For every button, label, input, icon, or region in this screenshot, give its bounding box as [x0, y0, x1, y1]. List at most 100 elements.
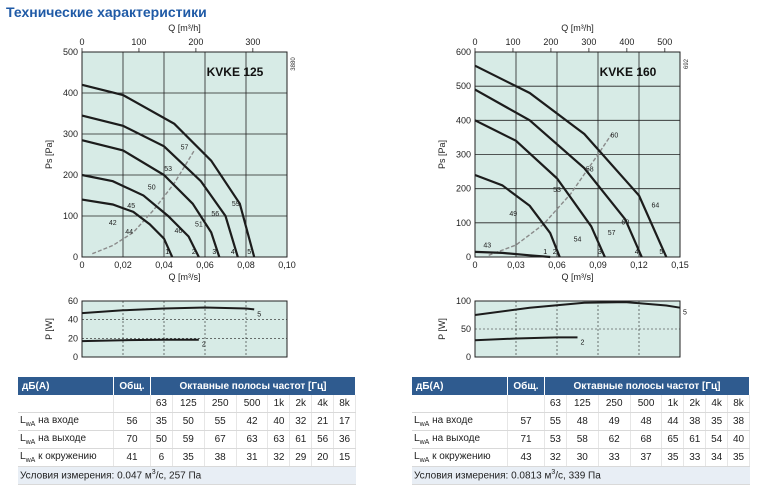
- chart-2-sound-level-label: 60: [611, 132, 619, 139]
- chart-2-power-plot-area: [474, 300, 681, 358]
- table-row-label: LwA на выходе: [412, 430, 508, 449]
- chart-2-y-tick-label: 200: [456, 184, 471, 194]
- table-empty-cell: [113, 395, 151, 413]
- chart-1-x-tick-label: 0: [79, 260, 84, 270]
- table-freq-header: 125: [566, 395, 599, 413]
- table-freq-header: 8k: [333, 395, 356, 413]
- table-cell: 33: [598, 448, 631, 467]
- table-cell: 55: [544, 412, 567, 431]
- chart-2-curve-end-label: 3: [598, 249, 602, 256]
- table-total-cell: 43: [507, 448, 545, 467]
- table-cell: 61: [289, 430, 313, 449]
- table-freq-header: 500: [630, 395, 663, 413]
- table-row-label: LwA к окружению: [18, 448, 114, 467]
- chart-2-top-tick-label: 300: [581, 37, 596, 47]
- chart-2-fan-curve-3: [474, 119, 606, 258]
- sound-table-kvke-125: дБ(A) Общ. Октавные полосы частот [Гц] 63 12…: [18, 377, 356, 485]
- table-empty-cell: [18, 395, 114, 413]
- chart-kvke-160: 0 0,03 0,06 0,09 0,12 0,150100200300400500600…: [437, 23, 690, 362]
- table-empty-cell: [507, 395, 545, 413]
- chart-2-top-tick-label: 200: [543, 37, 558, 47]
- chart-1-y-tick-label: 300: [63, 129, 78, 139]
- chart-2-x-tick-label: 0,06: [548, 260, 566, 270]
- chart-1-x-tick-label: 0,08: [237, 260, 255, 270]
- chart-1-plot-area: [81, 51, 288, 258]
- chart-2-power-curve-end-label: 5: [683, 310, 687, 317]
- chart-1-power-plot-area: [81, 300, 288, 358]
- chart-1-sound-level-label: 53: [164, 166, 172, 173]
- chart-2-x-axis-label: Q [m³/s]: [562, 272, 594, 282]
- chart-1-top-tick-label: 0: [79, 37, 84, 47]
- table-cell: 50: [172, 412, 205, 431]
- chart-1-system-curve: [92, 149, 196, 255]
- measurement-conditions: Условия измерения: 0.0813 м3/с, 339 Па: [412, 466, 750, 485]
- table-cell: 63: [267, 430, 291, 449]
- chart-2-power-y-axis-label: P [W]: [437, 318, 447, 340]
- table-cell: 21: [311, 412, 335, 431]
- table-cell: 48: [630, 412, 663, 431]
- chart-1-y-tick-label: 500: [63, 47, 78, 57]
- table-row: LwA на выходе 71 53 58 62 68 65 61 54 40: [412, 430, 750, 449]
- chart-1-top-axis-label: Q [m³/h]: [168, 23, 201, 33]
- chart-1-power-y-tick-label: 40: [68, 315, 78, 325]
- table-cell: 38: [727, 412, 750, 431]
- table-row-label: LwA на входе: [18, 412, 114, 431]
- table-cell: 56: [311, 430, 335, 449]
- chart-2-top-tick-label: 400: [619, 37, 634, 47]
- table-row-label: LwA на входе: [412, 412, 508, 431]
- chart-2-fan-curve-1: [474, 250, 551, 259]
- chart-2-y-axis-label: Ps [Pa]: [437, 140, 447, 169]
- chart-2-sound-level-label: 60: [621, 220, 629, 227]
- chart-2-sound-level-label: 43: [483, 242, 491, 249]
- table-cell: 29: [289, 448, 313, 467]
- chart-2-sound-level-label: 49: [509, 211, 517, 218]
- table-cell: 35: [705, 412, 729, 431]
- table-cell: 15: [333, 448, 356, 467]
- chart-1-y-tick-label: 200: [63, 170, 78, 180]
- chart-2-x-tick-label: 0,12: [630, 260, 648, 270]
- chart-2-top-axis-label: Q [m³/h]: [561, 23, 594, 33]
- table-cell: 48: [566, 412, 599, 431]
- chart-1-sound-level-label: 44: [125, 229, 133, 236]
- chart-1-chart-title: KVKE 125: [207, 65, 264, 79]
- chart-2-power-y-tick-label: 50: [461, 324, 471, 334]
- chart-1-x-tick-label: 0,04: [155, 260, 173, 270]
- chart-1-power-y-axis-label: P [W]: [44, 318, 54, 340]
- table-cell: 59: [172, 430, 205, 449]
- table-freq-header: 250: [598, 395, 631, 413]
- table-freq-header: 2k: [289, 395, 313, 413]
- table-cell: 49: [598, 412, 631, 431]
- chart-2-y-tick-label: 100: [456, 218, 471, 228]
- table-cell: 40: [727, 430, 750, 449]
- chart-1-power-curve-end-label: 5: [257, 311, 261, 318]
- chart-1-curve-end-label: 3: [212, 249, 216, 256]
- chart-2-x-tick-label: 0: [472, 260, 477, 270]
- table-cell: 42: [236, 412, 269, 431]
- table-total-cell: 57: [507, 412, 545, 431]
- chart-1-power-y-tick-label: 0: [73, 352, 78, 362]
- chart-2-power-y-tick-label: 0: [466, 352, 471, 362]
- chart-2-y-tick-label: 600: [456, 47, 471, 57]
- table-freq-header: 63: [150, 395, 173, 413]
- table-header-total: Общ.: [113, 377, 151, 395]
- chart-2-curve-end-label: 1: [543, 249, 547, 256]
- chart-1-chart-code: 3880: [291, 57, 297, 71]
- table-row: LwA на входе 56 35 50 55 42 40 32 21 17: [18, 412, 356, 431]
- chart-1-y-axis-label: Ps [Pa]: [44, 140, 54, 169]
- table-cell: 63: [236, 430, 269, 449]
- table-row: LwA на входе 57 55 48 49 48 44 38 35 38: [412, 412, 750, 431]
- table-total-cell: 41: [113, 448, 151, 467]
- table-cell: 61: [683, 430, 707, 449]
- table-freq-header: 4k: [705, 395, 729, 413]
- table-freq-header: 8k: [727, 395, 750, 413]
- table-total-cell: 71: [507, 430, 545, 449]
- table-freq-header: 2k: [683, 395, 707, 413]
- chart-2-curve-end-label: 4: [635, 249, 639, 256]
- chart-2-chart-title: KVKE 160: [600, 65, 657, 79]
- table-freq-header: 1k: [661, 395, 685, 413]
- table-cell: 32: [289, 412, 313, 431]
- chart-2-power-curve-1: [474, 301, 681, 316]
- table-cell: 67: [204, 430, 237, 449]
- chart-1-x-tick-label: 0,10: [278, 260, 296, 270]
- table-cell: 62: [598, 430, 631, 449]
